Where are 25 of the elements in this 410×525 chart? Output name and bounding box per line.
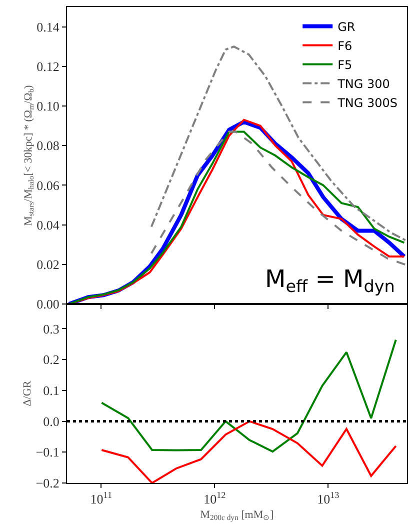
legend-label: GR	[338, 20, 356, 34]
y-tick-label: 0.08	[36, 138, 60, 154]
y-tick-label: 0.06	[36, 178, 60, 193]
y-tick-label: 0.0	[43, 414, 60, 429]
x-tick-label: 10$^{13}$	[317, 490, 340, 507]
y-tick-label: 0.00	[36, 296, 60, 312]
y-tick-label: 0.02	[36, 256, 60, 272]
y-tick-label: 0.10	[36, 98, 60, 114]
legend-label: F6	[338, 38, 352, 53]
legend-label: TNG 300	[336, 76, 390, 91]
y-axis-title: Δ/GR	[21, 380, 34, 406]
x-axis-title: M$_{200c dyn}$ [mM$_{⊙}$]	[200, 508, 274, 522]
x-tick-label: 10$^{12}$	[204, 490, 226, 507]
y-tick-label: 0.3	[43, 321, 60, 336]
legend-label: TNG 300S	[336, 96, 398, 110]
legend-label: F5	[338, 58, 352, 72]
y-tick-label: 0.04	[36, 217, 60, 232]
y-tick-label: −0.1	[36, 444, 60, 460]
x-tick-label: 10$^{11}$	[90, 490, 112, 507]
y-tick-label: −0.2	[36, 476, 60, 491]
y-tick-label: 0.12	[36, 58, 60, 74]
y-tick-label: 0.1	[43, 382, 60, 398]
y-tick-label: 0.14	[36, 19, 60, 34]
y-tick-label: 0.2	[43, 352, 60, 368]
annotation: M$_{eff}$ = M$_{dyn}$	[265, 265, 395, 296]
